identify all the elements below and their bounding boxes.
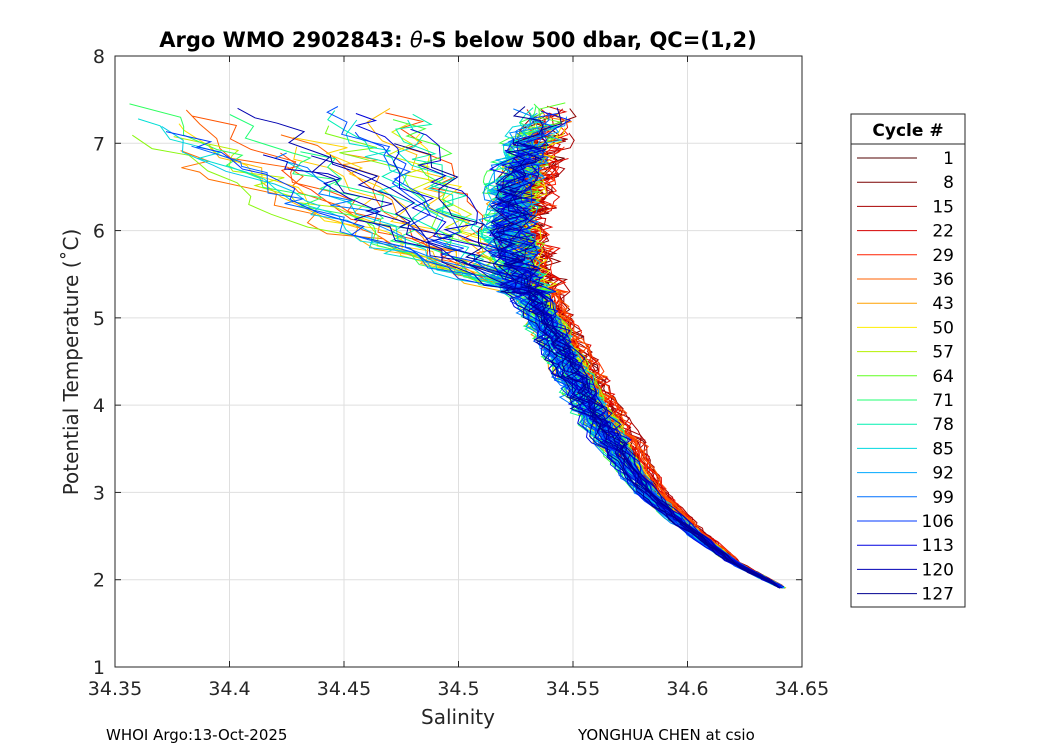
legend-label: 106 (922, 512, 954, 532)
x-tick-label: 34.55 (546, 678, 600, 700)
legend-label: 1 (943, 149, 954, 169)
y-axis-ticks: 1 2 3 4 5 6 7 8 (93, 46, 802, 679)
x-tick-label: 34.5 (437, 678, 479, 700)
legend: Cycle # 18152229364350576471788592991061… (850, 113, 966, 608)
legend-label: 113 (922, 536, 954, 556)
legend-title: Cycle # (872, 121, 943, 141)
y-axis-label: Potential Temperature (˚C) (59, 229, 83, 496)
legend-label: 50 (932, 318, 954, 338)
profile-line (394, 143, 779, 587)
legend-label: 8 (943, 173, 954, 193)
legend-label: 29 (932, 246, 954, 266)
profile-lines (129, 102, 787, 589)
y-tick-label: 8 (93, 46, 105, 68)
x-tick-label: 34.35 (88, 678, 142, 700)
profile-line (324, 125, 783, 589)
legend-label: 43 (932, 294, 954, 314)
legend-label: 64 (932, 367, 954, 387)
profile-line (311, 155, 780, 588)
legend-label: 57 (932, 343, 954, 363)
footer-author: YONGHUA CHEN at csio (578, 726, 755, 744)
y-tick-label: 3 (93, 482, 105, 504)
footer-source: WHOI Argo:13-Oct-2025 (106, 726, 288, 744)
x-tick-label: 34.4 (208, 678, 250, 700)
profile-line (490, 106, 777, 587)
legend-label: 78 (932, 415, 954, 435)
legend-label: 22 (932, 222, 954, 242)
y-tick-label: 2 (93, 570, 105, 592)
legend-label: 85 (932, 439, 954, 459)
legend-items: 1 8 15 22 29 36 43 50 57 64 71 78 85 92 99 106 113 120 127 (857, 149, 954, 605)
y-tick-label: 7 (93, 133, 105, 155)
y-tick-label: 1 (93, 657, 105, 679)
y-tick-label: 5 (93, 308, 105, 330)
legend-label: 120 (922, 560, 954, 580)
profile-line (501, 107, 781, 589)
legend-label: 127 (922, 585, 954, 605)
legend-label: 99 (932, 488, 954, 508)
x-tick-label: 34.65 (775, 678, 829, 700)
y-tick-label: 4 (93, 395, 105, 417)
legend-label: 15 (932, 197, 954, 217)
x-tick-label: 34.6 (666, 678, 708, 700)
legend-label: 36 (932, 270, 954, 290)
legend-label: 71 (932, 391, 954, 411)
legend-box (850, 113, 966, 608)
legend-label: 92 (932, 464, 954, 484)
y-tick-label: 6 (93, 221, 105, 243)
x-axis-ticks: 34.35 34.4 34.45 34.5 34.55 34.6 34.65 (88, 56, 829, 700)
chart-title: Argo WMO 2902843: θ-S below 500 dbar, QC… (159, 28, 756, 52)
profile-line (490, 137, 776, 587)
x-tick-label: 34.45 (317, 678, 371, 700)
x-axis-label: Salinity (421, 705, 495, 729)
